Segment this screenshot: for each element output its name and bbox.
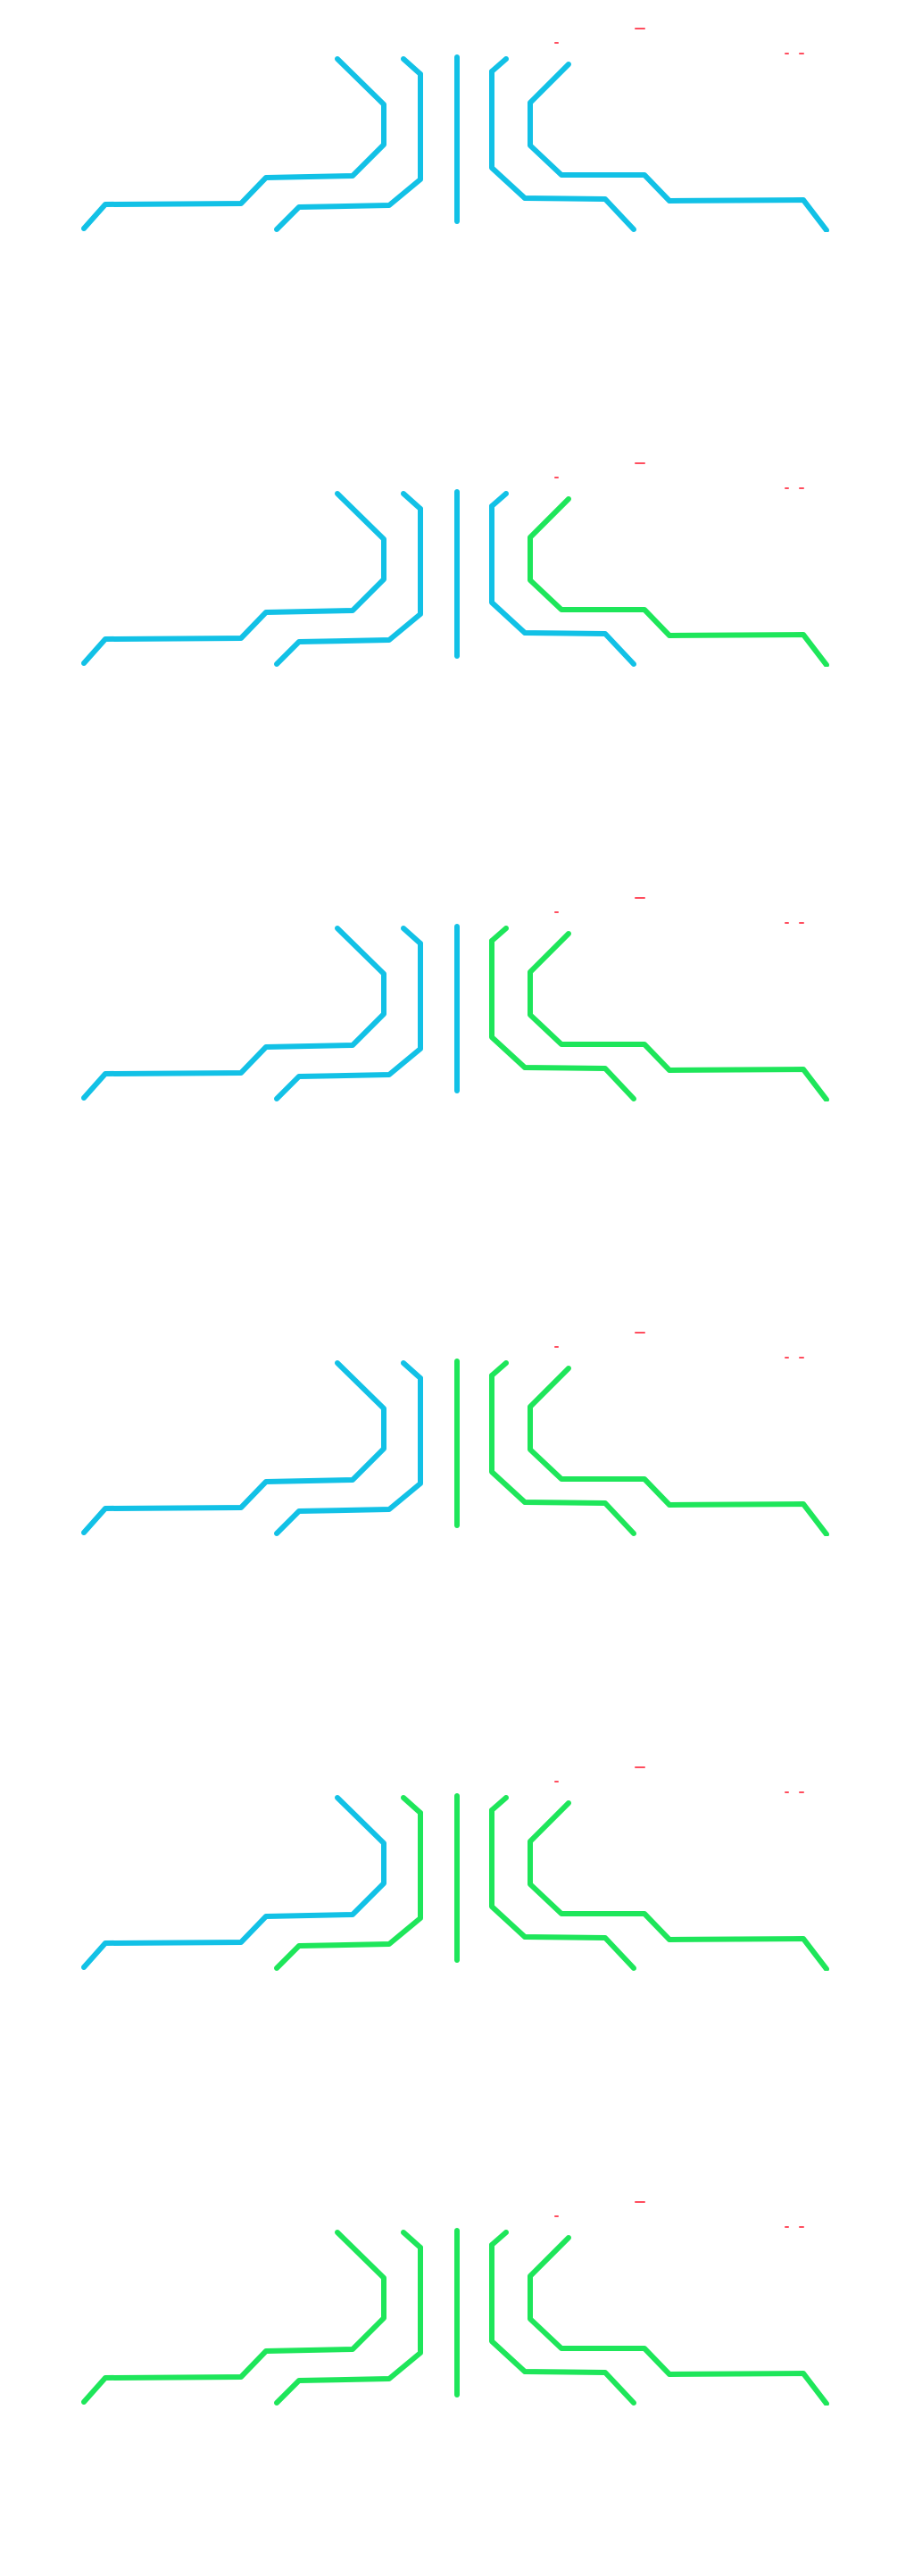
trace-right-inner — [489, 69, 636, 232]
trace-right-inner — [489, 2242, 636, 2406]
trace-left-short — [401, 491, 423, 511]
circuit-diagram — [81, 2201, 829, 2406]
circuit-diagram — [81, 1766, 829, 1971]
circuit-diagram — [81, 1332, 829, 1536]
trace-left-short — [401, 926, 423, 946]
trace-right-short — [489, 56, 509, 74]
trace-left-inner — [274, 2245, 423, 2406]
trace-right-outer — [528, 1366, 829, 1536]
circuit-diagram — [81, 897, 829, 1101]
circuit-frame — [0, 0, 914, 232]
trace-right-inner — [489, 938, 636, 1101]
trace-left-inner — [274, 506, 423, 667]
trace-right-inner — [489, 503, 636, 667]
trace-right-short — [489, 2230, 509, 2248]
trace-left-outer — [81, 56, 386, 231]
trace-left-outer — [81, 491, 386, 666]
trace-left-inner — [274, 941, 423, 1101]
trace-left-outer — [81, 1360, 386, 1535]
trace-right-inner — [489, 1807, 636, 1971]
trace-left-inner — [274, 1810, 423, 1971]
trace-right-short — [489, 926, 509, 943]
trace-right-outer — [528, 2235, 829, 2406]
trace-left-outer — [81, 2230, 386, 2405]
trace-right-short — [489, 491, 509, 509]
circuit-frame — [0, 2173, 914, 2406]
circuit-frame — [0, 1304, 914, 1536]
trace-left-short — [401, 56, 423, 77]
circuit-frame — [0, 869, 914, 1101]
trace-left-inner — [274, 71, 423, 232]
circuit-diagram — [81, 462, 829, 667]
circuit-diagram — [81, 28, 829, 232]
trace-right-outer — [528, 62, 829, 232]
trace-right-inner — [489, 1373, 636, 1536]
trace-left-short — [401, 2230, 423, 2250]
trace-right-short — [489, 1795, 509, 1813]
trace-left-outer — [81, 1795, 386, 1970]
trace-right-outer — [528, 1800, 829, 1971]
circuit-frame — [0, 435, 914, 667]
trace-left-short — [401, 1360, 423, 1381]
trace-left-short — [401, 1795, 423, 1816]
trace-left-outer — [81, 926, 386, 1101]
trace-right-short — [489, 1360, 509, 1378]
trace-left-inner — [274, 1375, 423, 1536]
trace-right-outer — [528, 931, 829, 1101]
circuit-frame — [0, 1739, 914, 1971]
trace-right-outer — [528, 496, 829, 667]
